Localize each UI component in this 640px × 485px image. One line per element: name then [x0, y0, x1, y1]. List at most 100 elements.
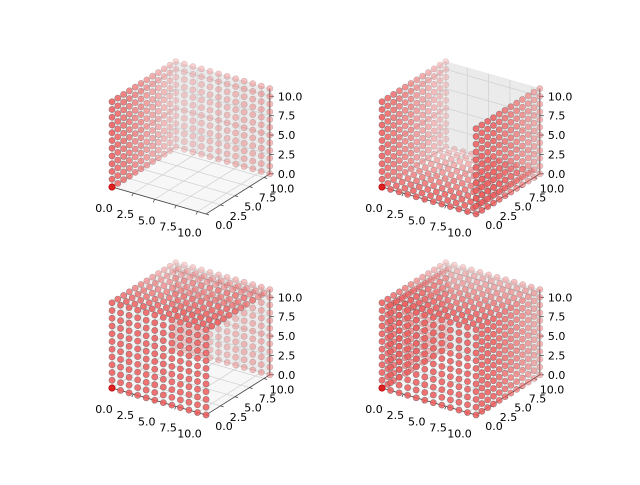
scatter-point: [166, 100, 174, 108]
scatter-point: [472, 388, 480, 396]
scatter-point: [536, 139, 544, 147]
scatter-point: [180, 138, 188, 145]
scatter-point: [436, 77, 444, 85]
x-tick-mark: [131, 192, 134, 197]
scatter-point: [108, 345, 116, 353]
scatter-point: [519, 304, 526, 312]
scatter-point: [266, 371, 274, 379]
scatter-point: [430, 274, 438, 282]
scatter-point: [137, 281, 145, 288]
scatter-point: [439, 268, 447, 276]
scatter-point: [257, 136, 265, 144]
scatter-point: [455, 375, 463, 383]
scatter-point: [472, 179, 480, 187]
scatter-point: [232, 137, 240, 145]
scatter-point: [209, 290, 216, 298]
scatter-point: [266, 162, 274, 170]
scatter-point: [478, 175, 486, 183]
scatter-point: [137, 118, 145, 126]
scatter-point: [430, 73, 438, 81]
scatter-point: [501, 169, 509, 176]
scatter-point: [441, 175, 449, 182]
scatter-point: [114, 148, 122, 156]
scatter-point: [260, 289, 268, 297]
scatter-point: [137, 157, 145, 165]
scatter-point: [176, 357, 184, 365]
scatter-point: [424, 107, 432, 115]
scatter-point: [507, 381, 515, 389]
scatter-point: [240, 77, 248, 85]
scatter-point: [430, 266, 438, 274]
scatter-point: [117, 301, 124, 309]
scatter-point: [188, 311, 196, 319]
scatter-point: [429, 321, 437, 329]
scatter-point: [137, 142, 145, 149]
scatter-point: [536, 332, 544, 340]
scatter-point: [401, 145, 409, 153]
scatter-point: [432, 188, 440, 196]
scatter-point: [240, 348, 248, 356]
y-axis-line: [205, 173, 271, 215]
scatter-point: [180, 107, 188, 114]
scatter-point: [404, 175, 412, 182]
scatter-point: [501, 339, 509, 346]
scatter-point: [108, 152, 116, 160]
scatter-point: [149, 88, 156, 96]
scatter-point: [108, 137, 116, 144]
scatter-point: [524, 355, 532, 363]
scatter-point: [172, 127, 180, 135]
scatter-point: [232, 98, 240, 106]
scatter-point: [501, 130, 509, 138]
scatter-point: [461, 317, 469, 325]
scatter-point: [404, 368, 412, 376]
scatter-point: [456, 273, 464, 281]
scatter-point: [395, 133, 403, 141]
y-tick-label: 2.5: [500, 411, 518, 424]
scatter-point: [519, 335, 526, 343]
scatter-point: [478, 338, 486, 345]
scatter-point: [501, 292, 509, 299]
scatter-point: [198, 81, 205, 88]
scatter-point: [240, 116, 248, 124]
scatter-point: [513, 362, 521, 370]
scatter-point: [249, 319, 257, 327]
scatter-point: [143, 99, 151, 107]
scatter-point: [159, 321, 167, 329]
scatter-point: [390, 176, 397, 184]
scatter-point: [495, 327, 503, 334]
scatter-point: [478, 160, 486, 168]
scatter-point: [151, 358, 159, 365]
scatter-point: [180, 91, 188, 99]
scatter-point: [536, 355, 544, 363]
scatter-point: [442, 89, 450, 96]
scatter-point: [206, 114, 214, 122]
scatter-point: [157, 276, 165, 284]
scatter-point: [438, 347, 446, 355]
scatter-point: [455, 305, 463, 313]
scatter-point: [395, 126, 403, 133]
scatter-point: [266, 131, 274, 139]
scatter-point: [232, 322, 240, 330]
scatter-point: [519, 181, 526, 189]
scatter-point: [484, 141, 492, 149]
scatter-point: [401, 122, 409, 130]
scatter-point: [378, 369, 386, 376]
scatter-point: [455, 329, 463, 336]
scatter-point: [519, 320, 526, 328]
y-tick-label: 10.0: [270, 383, 295, 396]
scatter-point: [125, 327, 133, 335]
scatter-point: [519, 127, 526, 134]
scatter-point: [442, 112, 450, 120]
scatter-point: [208, 322, 216, 330]
scatter-point: [412, 347, 420, 355]
scatter-point: [249, 80, 257, 88]
scatter-point: [395, 373, 403, 381]
scatter-point: [476, 268, 484, 276]
scatter-point: [459, 164, 466, 171]
scatter-point: [401, 300, 409, 308]
scatter-point: [519, 103, 526, 111]
scatter-point: [501, 377, 509, 385]
scatter-point: [120, 91, 127, 98]
scatter-point: [439, 153, 447, 160]
scatter-point: [478, 306, 486, 314]
